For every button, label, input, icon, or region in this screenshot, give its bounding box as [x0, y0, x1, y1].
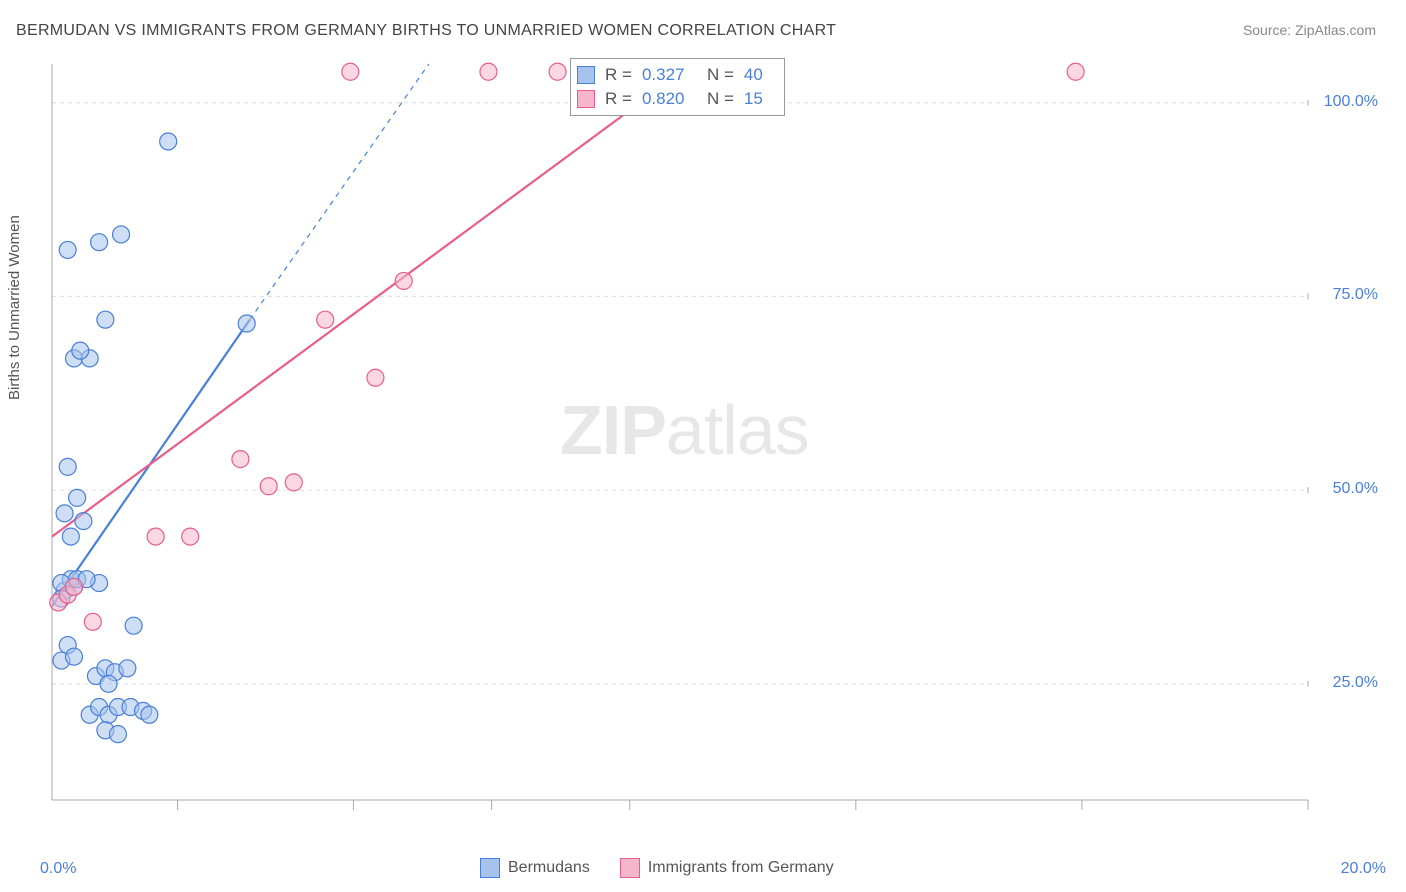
stats-n-label: N = [707, 63, 734, 87]
legend-swatch [620, 858, 640, 878]
scatter-chart [48, 60, 1368, 830]
stats-n-value: 15 [744, 87, 774, 111]
stats-row: R = 0.820 N = 15 [577, 87, 774, 111]
y-tick-label: 75.0% [1333, 286, 1378, 304]
legend-swatch [480, 858, 500, 878]
stats-n-label: N = [707, 87, 734, 111]
x-max-label: 20.0% [1341, 860, 1386, 878]
source-label: Source: ZipAtlas.com [1243, 22, 1376, 38]
stats-n-value: 40 [744, 63, 774, 87]
y-tick-label: 100.0% [1324, 93, 1378, 111]
stats-r-value: 0.820 [642, 87, 697, 111]
x-origin-label: 0.0% [40, 860, 76, 878]
stats-r-label: R = [605, 63, 632, 87]
stats-r-value: 0.327 [642, 63, 697, 87]
stats-box: R = 0.327 N = 40 R = 0.820 N = 15 [570, 58, 785, 116]
stats-swatch [577, 90, 595, 108]
legend: Bermudans Immigrants from Germany [480, 858, 834, 878]
stats-r-label: R = [605, 87, 632, 111]
chart-title: BERMUDAN VS IMMIGRANTS FROM GERMANY BIRT… [16, 22, 836, 40]
y-axis-label: Births to Unmarried Women [6, 215, 23, 400]
y-tick-label: 25.0% [1333, 674, 1378, 692]
legend-label: Bermudans [508, 859, 590, 877]
legend-item: Immigrants from Germany [620, 858, 834, 878]
stats-swatch [577, 66, 595, 84]
legend-item: Bermudans [480, 858, 590, 878]
y-tick-label: 50.0% [1333, 480, 1378, 498]
legend-label: Immigrants from Germany [648, 859, 834, 877]
stats-row: R = 0.327 N = 40 [577, 63, 774, 87]
